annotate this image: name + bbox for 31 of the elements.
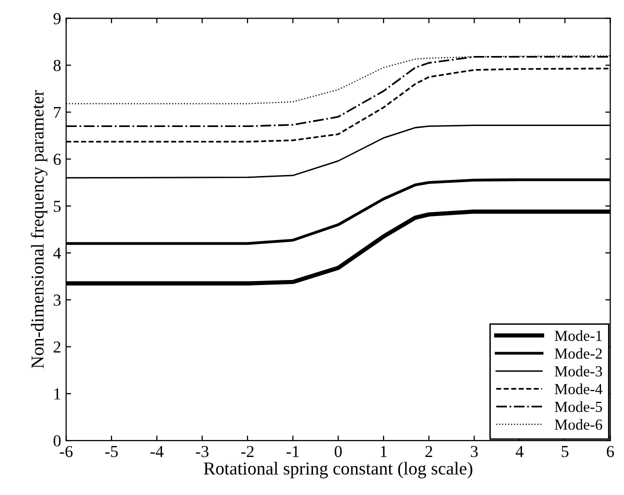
x-tick-label: -1 [286, 446, 299, 457]
x-tick-label: -5 [105, 446, 118, 458]
legend-label: Mode-5 [554, 401, 602, 412]
x-tick-label: 6 [606, 446, 614, 458]
x-tick-label: 4 [516, 446, 524, 457]
legend-label: Mode-1 [554, 330, 602, 341]
x-tick-label: 1 [380, 446, 387, 457]
y-tick-label: 1 [54, 388, 60, 400]
x-tick-label: -6 [60, 446, 73, 458]
x-tick-label: -4 [150, 446, 164, 457]
y-axis-title: Non-dimensional frequency parameter [30, 90, 48, 368]
y-tick-label: 6 [54, 154, 61, 166]
legend-label: Mode-4 [554, 384, 602, 394]
x-tick-label: -3 [196, 446, 208, 458]
y-tick-label: 9 [53, 13, 61, 24]
y-tick-label: 2 [54, 341, 60, 353]
y-tick-label: 4 [53, 248, 62, 259]
x-tick-label: 3 [470, 446, 478, 458]
legend-label: Mode-6 [554, 419, 602, 430]
x-axis-title: Rotational spring constant (log scale) [204, 462, 472, 478]
legend-label: Mode-2 [554, 348, 602, 359]
y-tick-label: 8 [54, 60, 61, 72]
legend-label: Mode-3 [554, 366, 602, 377]
x-tick-label: 0 [334, 446, 342, 458]
y-tick-label: 3 [54, 294, 61, 306]
x-tick-label: 5 [562, 446, 568, 458]
x-tick-label: 2 [425, 446, 432, 457]
y-tick-label: 5 [54, 200, 61, 212]
y-tick-label: 0 [54, 435, 61, 446]
y-tick-label: 7 [54, 107, 61, 118]
x-tick-label: -2 [241, 446, 254, 457]
